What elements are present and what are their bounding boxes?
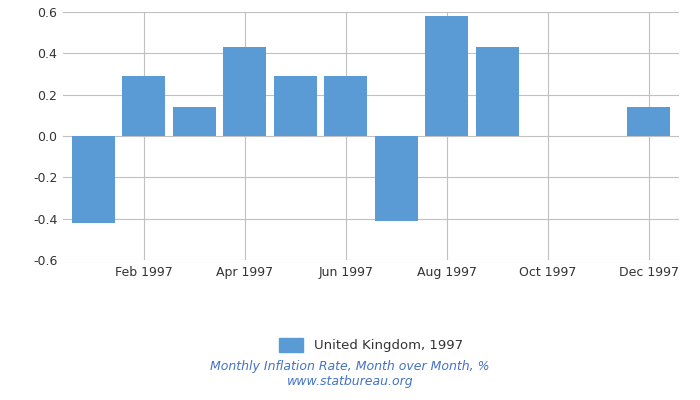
Bar	[374, 136, 418, 221]
Bar	[476, 47, 519, 136]
Text: Monthly Inflation Rate, Month over Month, %: Monthly Inflation Rate, Month over Month…	[210, 360, 490, 373]
Bar	[426, 16, 468, 136]
Legend: United Kingdom, 1997: United Kingdom, 1997	[274, 333, 468, 358]
Bar	[324, 76, 368, 136]
Bar	[223, 47, 266, 136]
Bar	[627, 107, 670, 136]
Bar	[122, 76, 165, 136]
Bar	[274, 76, 316, 136]
Text: www.statbureau.org: www.statbureau.org	[287, 375, 413, 388]
Bar	[72, 136, 115, 223]
Bar	[173, 107, 216, 136]
